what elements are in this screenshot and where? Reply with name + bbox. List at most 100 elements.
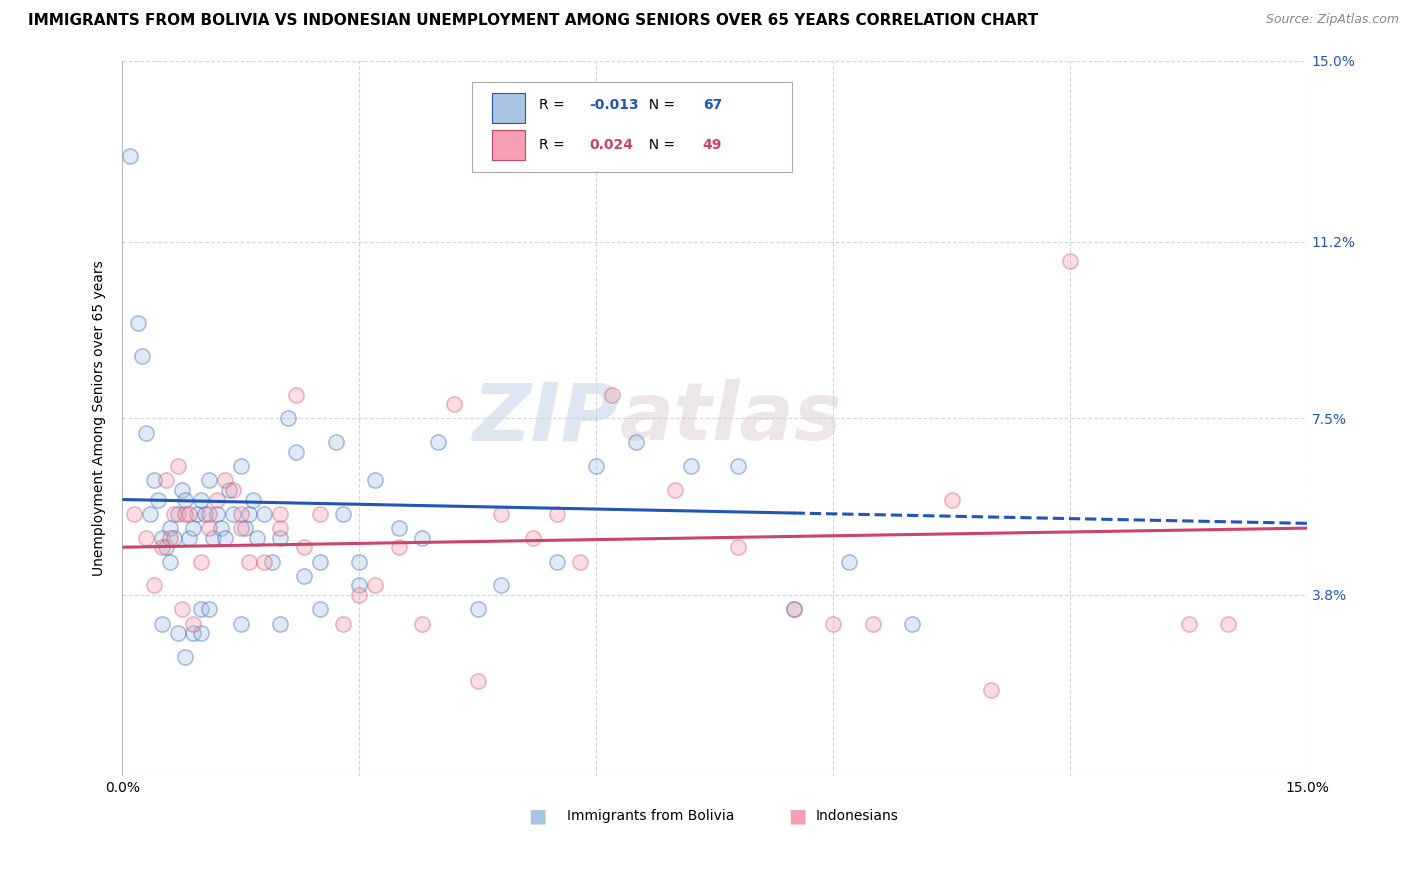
Point	[194, 507, 217, 521]
Text: N =: N =	[640, 138, 679, 152]
Point	[186, 507, 208, 521]
Point	[166, 626, 188, 640]
Point	[190, 626, 212, 640]
Point	[242, 492, 264, 507]
Point	[131, 350, 153, 364]
Point	[569, 555, 592, 569]
Point	[308, 507, 330, 521]
Text: Immigrants from Bolivia: Immigrants from Bolivia	[567, 808, 734, 822]
Point	[222, 483, 245, 497]
Point	[190, 555, 212, 569]
Point	[980, 683, 1002, 698]
Point	[467, 673, 489, 688]
Text: ZIP: ZIP	[472, 379, 620, 458]
FancyBboxPatch shape	[472, 82, 792, 171]
Point	[388, 521, 411, 535]
Point	[127, 316, 149, 330]
Point	[139, 507, 162, 521]
Point	[727, 540, 749, 554]
Point	[120, 149, 142, 163]
Point	[269, 616, 291, 631]
Point	[388, 540, 411, 554]
Point	[233, 521, 256, 535]
Point	[205, 492, 228, 507]
Point	[308, 555, 330, 569]
Point	[174, 507, 197, 521]
Point	[174, 649, 197, 664]
Point	[285, 445, 308, 459]
Point	[467, 602, 489, 616]
Text: 67: 67	[703, 98, 723, 112]
Point	[229, 459, 252, 474]
Point	[190, 492, 212, 507]
Point	[901, 616, 924, 631]
Point	[364, 578, 387, 592]
Point	[198, 521, 221, 535]
Point	[332, 507, 354, 521]
Point	[222, 507, 245, 521]
Point	[229, 616, 252, 631]
Point	[142, 474, 165, 488]
Point	[162, 507, 184, 521]
Point	[183, 626, 205, 640]
Point	[585, 459, 607, 474]
Point	[183, 616, 205, 631]
Point	[174, 492, 197, 507]
Point	[269, 521, 291, 535]
Point	[823, 616, 845, 631]
Point	[664, 483, 686, 497]
Point	[546, 507, 568, 521]
Point	[349, 555, 371, 569]
Point	[162, 531, 184, 545]
Point	[229, 521, 252, 535]
Point	[190, 602, 212, 616]
Point	[135, 531, 157, 545]
Point	[325, 435, 347, 450]
Point	[941, 492, 963, 507]
Point	[150, 616, 173, 631]
Point	[1216, 616, 1239, 631]
Bar	[492, 129, 524, 160]
Point	[159, 555, 181, 569]
Point	[166, 507, 188, 521]
Point	[679, 459, 702, 474]
Point	[238, 555, 260, 569]
Text: ■: ■	[527, 806, 546, 825]
Point	[122, 507, 145, 521]
Point	[292, 569, 315, 583]
Point	[202, 531, 225, 545]
Point	[159, 531, 181, 545]
Point	[411, 531, 433, 545]
Text: ■: ■	[789, 806, 807, 825]
Point	[443, 397, 465, 411]
Point	[292, 540, 315, 554]
Point	[238, 507, 260, 521]
Point	[209, 521, 232, 535]
Point	[150, 540, 173, 554]
Point	[269, 531, 291, 545]
Text: 0.024: 0.024	[589, 138, 633, 152]
Point	[349, 588, 371, 602]
Point	[1059, 254, 1081, 268]
Point	[183, 521, 205, 535]
Point	[546, 555, 568, 569]
Point	[146, 492, 169, 507]
Point	[727, 459, 749, 474]
Point	[214, 531, 236, 545]
Point	[198, 507, 221, 521]
Point	[155, 540, 177, 554]
Point	[491, 578, 513, 592]
Point	[838, 555, 860, 569]
Point	[218, 483, 240, 497]
Point	[142, 578, 165, 592]
Point	[198, 602, 221, 616]
Text: IMMIGRANTS FROM BOLIVIA VS INDONESIAN UNEMPLOYMENT AMONG SENIORS OVER 65 YEARS C: IMMIGRANTS FROM BOLIVIA VS INDONESIAN UN…	[28, 13, 1038, 29]
Point	[170, 483, 193, 497]
Point	[253, 555, 276, 569]
Point	[600, 387, 623, 401]
Point	[155, 474, 177, 488]
Point	[332, 616, 354, 631]
Point	[624, 435, 647, 450]
Point	[214, 474, 236, 488]
Point	[166, 459, 188, 474]
